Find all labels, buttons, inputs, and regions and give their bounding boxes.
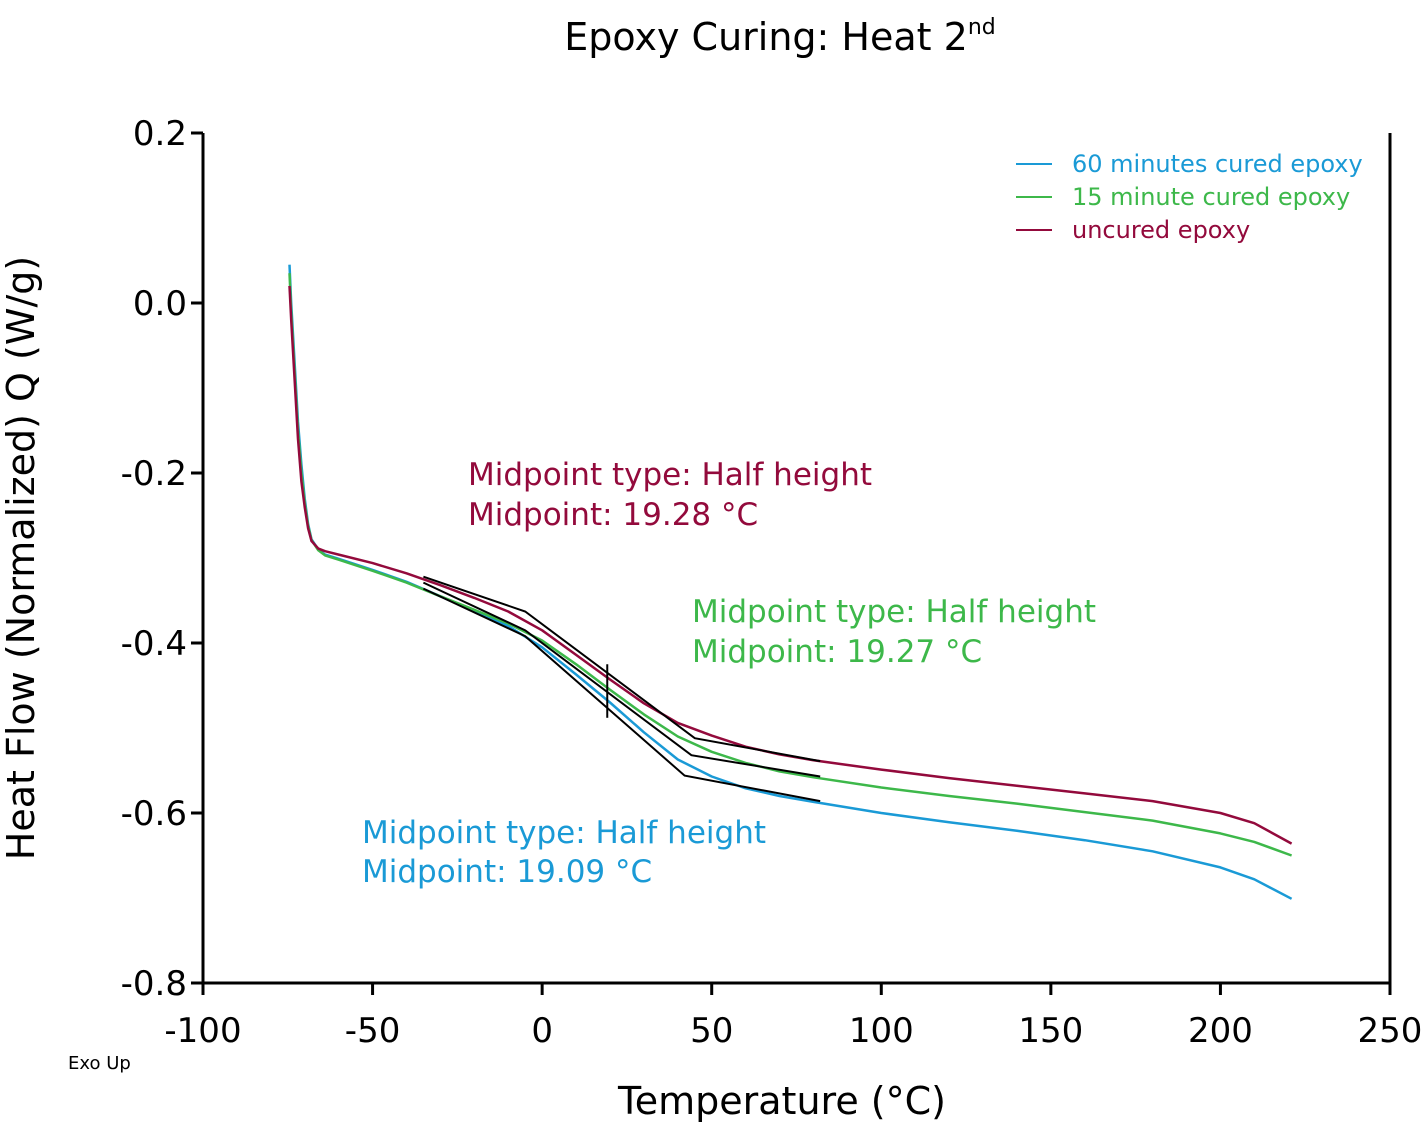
chart-title-superscript: nd [968, 15, 996, 40]
y-tick-label: 0.2 [133, 114, 187, 154]
annotation-60min-line1: Midpoint type: Half height [362, 815, 766, 851]
x-axis-label: Temperature (°C) [617, 1079, 946, 1123]
x-ticks: -100 -50 0 50 100 150 200 250 [164, 983, 1422, 1051]
x-tick-label: 150 [1018, 1011, 1083, 1051]
y-tick-label: -0.8 [121, 964, 187, 1004]
y-axis-label: Heat Flow (Normalized) Q (W/g) [0, 256, 43, 860]
series-line-2 [288, 285, 1293, 845]
axes [201, 133, 1392, 985]
x-tick-label: 250 [1358, 1011, 1423, 1051]
annotation-uncured: Midpoint type: Half height Midpoint: 19.… [468, 457, 872, 533]
series-line-1 [288, 273, 1293, 857]
x-tick-label: -50 [345, 1011, 401, 1051]
y-tick-label: -0.2 [121, 454, 187, 494]
x-tick-label: -100 [164, 1011, 241, 1051]
y-ticks: -0.8 -0.6 -0.4 -0.2 0.0 0.2 [121, 114, 203, 1004]
annotation-15min: Midpoint type: Half height Midpoint: 19.… [692, 594, 1096, 670]
analysis-line-1 [422, 581, 821, 778]
analysis-line-2 [423, 575, 821, 763]
y-tick-label: 0.0 [133, 284, 187, 324]
series-group [288, 264, 1293, 900]
legend-label-0: 60 minutes cured epoxy [1072, 150, 1363, 178]
annotation-60min: Midpoint type: Half height Midpoint: 19.… [362, 815, 766, 890]
y-tick-label: -0.6 [121, 794, 187, 834]
chart-title-main: Epoxy Curing: Heat 2 [564, 15, 968, 59]
x-tick-label: 0 [531, 1011, 553, 1051]
exo-up-note: Exo Up [68, 1053, 131, 1074]
legend-label-2: uncured epoxy [1072, 216, 1250, 244]
analysis-group [422, 575, 821, 803]
annotation-60min-line2: Midpoint: 19.09 °C [362, 854, 652, 890]
annotation-uncured-line2: Midpoint: 19.28 °C [468, 497, 758, 533]
chart-title: Epoxy Curing: Heat 2nd [564, 15, 995, 59]
annotation-15min-line1: Midpoint type: Half height [692, 594, 1096, 630]
annotation-15min-line2: Midpoint: 19.27 °C [692, 634, 982, 670]
y-tick-label: -0.4 [121, 624, 187, 664]
x-tick-label: 100 [849, 1011, 914, 1051]
x-tick-label: 50 [690, 1011, 733, 1051]
legend-label-1: 15 minute cured epoxy [1072, 183, 1350, 211]
annotation-uncured-line1: Midpoint type: Half height [468, 457, 872, 493]
analysis-line-0 [422, 587, 821, 803]
x-tick-label: 200 [1188, 1011, 1253, 1051]
legend: 60 minutes cured epoxy 15 minute cured ep… [1016, 150, 1363, 244]
